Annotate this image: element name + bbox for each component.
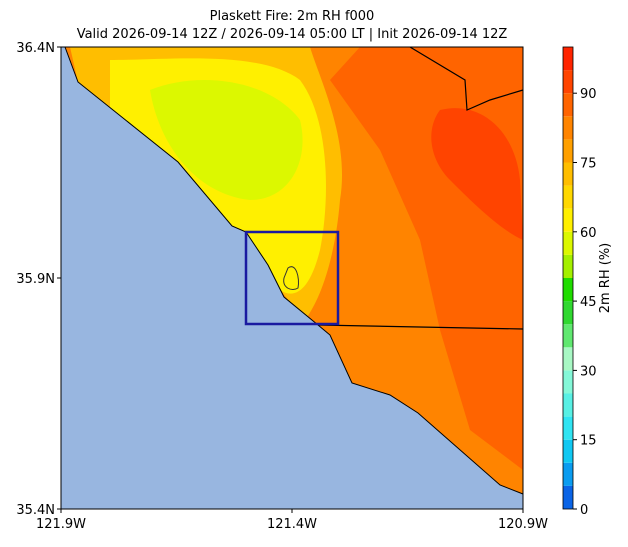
- colorbar-tick-label: 15: [580, 434, 597, 449]
- colorbar-level: [563, 370, 573, 394]
- colorbar-tick-label: 45: [580, 295, 597, 310]
- colorbar-level: [563, 70, 573, 94]
- colorbar-level: [563, 139, 573, 163]
- colorbar-level: [563, 462, 573, 486]
- colorbar-tick-label: 0: [580, 503, 588, 518]
- colorbar-level: [563, 185, 573, 209]
- title: Plaskett Fire: 2m RH f000: [210, 9, 375, 24]
- colorbar-level: [563, 278, 573, 302]
- colorbar-level: [563, 47, 573, 71]
- y-tick-label: 35.4N: [16, 503, 55, 518]
- x-tick-label: 121.4W: [267, 517, 317, 532]
- map-field: [60, 46, 524, 510]
- colorbar-label: 2m RH (%): [598, 243, 613, 314]
- colorbar-level: [563, 231, 573, 255]
- colorbar-level: [563, 93, 573, 117]
- colorbar-level: [563, 301, 573, 325]
- colorbar-level: [563, 347, 573, 371]
- subtitle: Valid 2026-09-14 12Z / 2026-09-14 05:00 …: [77, 27, 508, 42]
- colorbar-level: [563, 485, 573, 509]
- colorbar-level: [563, 162, 573, 186]
- colorbar-frame: [562, 46, 574, 510]
- x-tick-label: 121.9W: [36, 517, 86, 532]
- colorbar-level: [563, 208, 573, 232]
- x-tick-label: 120.9W: [498, 517, 548, 532]
- colorbar-tick-label: 60: [580, 226, 597, 241]
- colorbar-level: [563, 393, 573, 417]
- colorbar-level: [563, 416, 573, 440]
- colorbar-tick-label: 75: [580, 157, 597, 172]
- colorbar-tick-label: 90: [580, 87, 597, 102]
- y-tick-label: 35.9N: [16, 272, 55, 287]
- colorbar-tick-label: 30: [580, 364, 597, 379]
- y-tick-label: 36.4N: [16, 41, 55, 56]
- colorbar-level: [563, 324, 573, 348]
- colorbar-level: [563, 439, 573, 463]
- colorbar-level: [563, 254, 573, 278]
- colorbar-level: [563, 116, 573, 140]
